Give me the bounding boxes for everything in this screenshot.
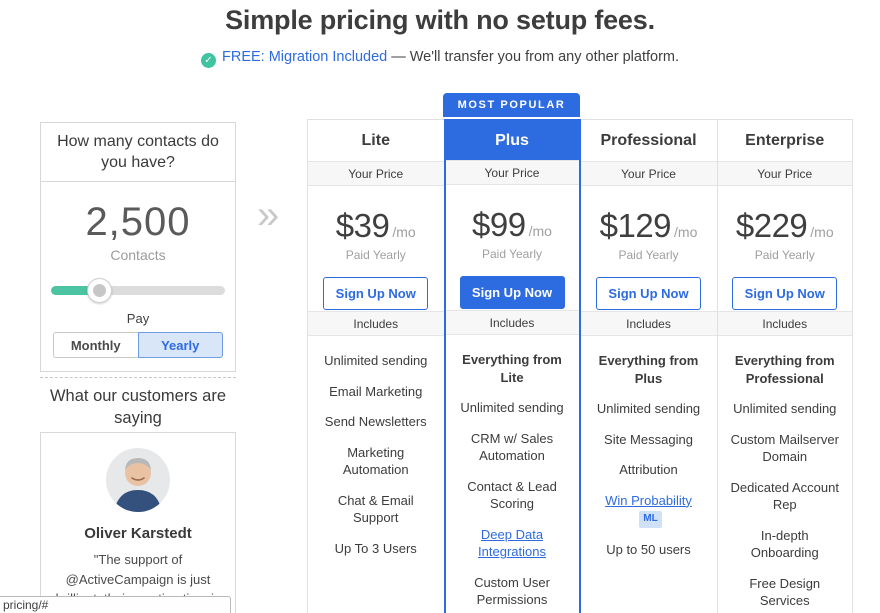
feature-link[interactable]: Win Probability (605, 492, 692, 508)
slider-track[interactable] (51, 286, 225, 296)
ml-badge: ML (639, 511, 662, 528)
sign-up-button[interactable]: Sign Up Now (596, 277, 701, 310)
feature-item: Free Design Services (749, 575, 821, 609)
includes-label: Includes (308, 311, 444, 336)
features-list: Everything from Lite Unlimited sending CRM… (446, 335, 579, 613)
pay-toggle: Monthly Yearly (53, 332, 223, 359)
your-price-label: Your Price (580, 161, 717, 186)
feature-item[interactable]: Deep Data Integrations (458, 526, 567, 561)
feature-item: Unlimited sending (324, 353, 428, 368)
feature-item: Unlimited sending (733, 401, 837, 417)
plan-price: $39 (335, 207, 390, 244)
sign-up-button[interactable]: Sign Up Now (732, 277, 838, 310)
feature-item[interactable]: Win Probability ML (593, 492, 705, 528)
feature-item: Up To 3 Users (334, 540, 417, 556)
your-price-label: Your Price (445, 160, 579, 185)
pricing-column-plus: Plus Your Price $99/mo Paid Yearly Sign … (443, 119, 581, 613)
browser-status-bubble: pricing/# (0, 596, 231, 613)
paid-yearly-label: Paid Yearly (481, 247, 543, 261)
your-price-label: Your Price (308, 161, 444, 186)
dashed-divider (40, 377, 236, 378)
plan-name: Professional (600, 132, 697, 149)
per-month-suffix: /mo (810, 224, 834, 240)
double-chevron-icon: » (257, 193, 279, 237)
feature-item: Email Marketing (329, 383, 423, 399)
feature-item: In-depth Onboarding (750, 527, 819, 561)
contacts-question: How many contacts do you have? (41, 123, 235, 183)
includes-label: Includes (580, 311, 717, 336)
feature-item: Contact & Lead Scoring (467, 478, 557, 512)
contacts-label: Contacts (110, 247, 166, 264)
plan-name: Plus (445, 121, 579, 160)
includes-label: Includes (717, 311, 852, 336)
plan-name: Lite (361, 132, 390, 149)
migration-banner-text: — We'll transfer you from any other plat… (387, 49, 680, 65)
per-month-suffix: /mo (392, 224, 416, 240)
feature-link[interactable]: Deep Data Integrations (478, 526, 546, 560)
feature-item: Everything from Lite (462, 352, 562, 385)
feature-item: Custom Mailserver Domain (730, 431, 839, 465)
most-popular-badge: MOST POPULAR (443, 93, 580, 117)
pricing-column-professional: Professional Your Price $129/mo Paid Yea… (580, 119, 717, 613)
testimonial-card: Oliver Karstedt "The support of @ActiveC… (40, 432, 236, 613)
plan-price: $229 (735, 207, 808, 244)
avatar (106, 448, 170, 512)
paid-yearly-label: Paid Yearly (618, 248, 679, 262)
migration-included-link[interactable]: FREE: Migration Included (221, 49, 388, 65)
price-block: $39/mo Paid Yearly Sign Up Now (308, 186, 444, 311)
feature-item: Dedicated Account Rep (730, 479, 839, 513)
feature-item: Custom User Permissions (474, 574, 550, 608)
features-list: Unlimited sending Email Marketing Send New… (308, 336, 444, 578)
sign-up-button[interactable]: Sign Up Now (323, 277, 429, 310)
feature-item: Site Messaging (604, 431, 693, 447)
contacts-count: 2,500 (85, 200, 191, 245)
customers-heading: What our customers are saying (49, 387, 227, 428)
feature-item: CRM w/ Sales Automation (470, 430, 554, 464)
check-badge-icon: ✓ (200, 53, 216, 68)
feature-item: Send Newsletters (324, 414, 427, 430)
contacts-panel: How many contacts do you have? 2,500 Con… (40, 122, 236, 373)
plan-name: Enterprise (745, 132, 825, 149)
features-list: Everything from Professional Unlimited se… (718, 336, 853, 613)
pay-label: Pay (126, 311, 150, 327)
paid-yearly-label: Paid Yearly (345, 248, 406, 262)
price-block: $229/mo Paid Yearly Sign Up Now (718, 186, 853, 311)
migration-banner: ✓ FREE: Migration Included — We'll transf… (10, 49, 870, 68)
feature-item: Everything from Plus (598, 353, 699, 386)
per-month-suffix: /mo (528, 223, 552, 239)
sign-up-button[interactable]: Sign Up Now (459, 276, 565, 309)
features-list: Everything from Plus Unlimited sending Sit… (581, 336, 717, 579)
page-title: Simple pricing with no setup fees. (225, 5, 655, 35)
slider-handle[interactable] (87, 278, 112, 304)
pricing-table: Lite Your Price $39/mo Paid Yearly Sign … (307, 119, 853, 613)
pricing-column-enterprise: Enterprise Your Price $229/mo Paid Yearl… (716, 119, 853, 613)
your-price-label: Your Price (717, 161, 852, 186)
pay-option-monthly[interactable]: Monthly (53, 332, 138, 359)
feature-item: Attribution (619, 462, 678, 478)
price-block: $99/mo Paid Yearly Sign Up Now (446, 185, 579, 310)
plan-price: $129 (599, 207, 672, 244)
price-block: $129/mo Paid Yearly Sign Up Now (581, 186, 717, 311)
feature-item: Chat & Email Support (337, 492, 414, 526)
pricing-column-lite: Lite Your Price $39/mo Paid Yearly Sign … (307, 119, 444, 613)
testimonial-name: Oliver Karstedt (84, 525, 192, 542)
contacts-slider[interactable] (51, 277, 225, 304)
feature-item: Everything from Professional (734, 353, 835, 386)
pay-option-yearly[interactable]: Yearly (137, 332, 223, 359)
feature-item: Up to 50 users (606, 541, 691, 557)
feature-item: Unlimited sending (596, 401, 701, 417)
plan-price: $99 (472, 206, 526, 243)
feature-item: Unlimited sending (460, 400, 564, 416)
per-month-suffix: /mo (674, 224, 698, 240)
feature-item: Marketing Automation (342, 444, 409, 478)
slider-fill (51, 286, 100, 296)
includes-label: Includes (445, 310, 579, 335)
paid-yearly-label: Paid Yearly (754, 248, 815, 262)
